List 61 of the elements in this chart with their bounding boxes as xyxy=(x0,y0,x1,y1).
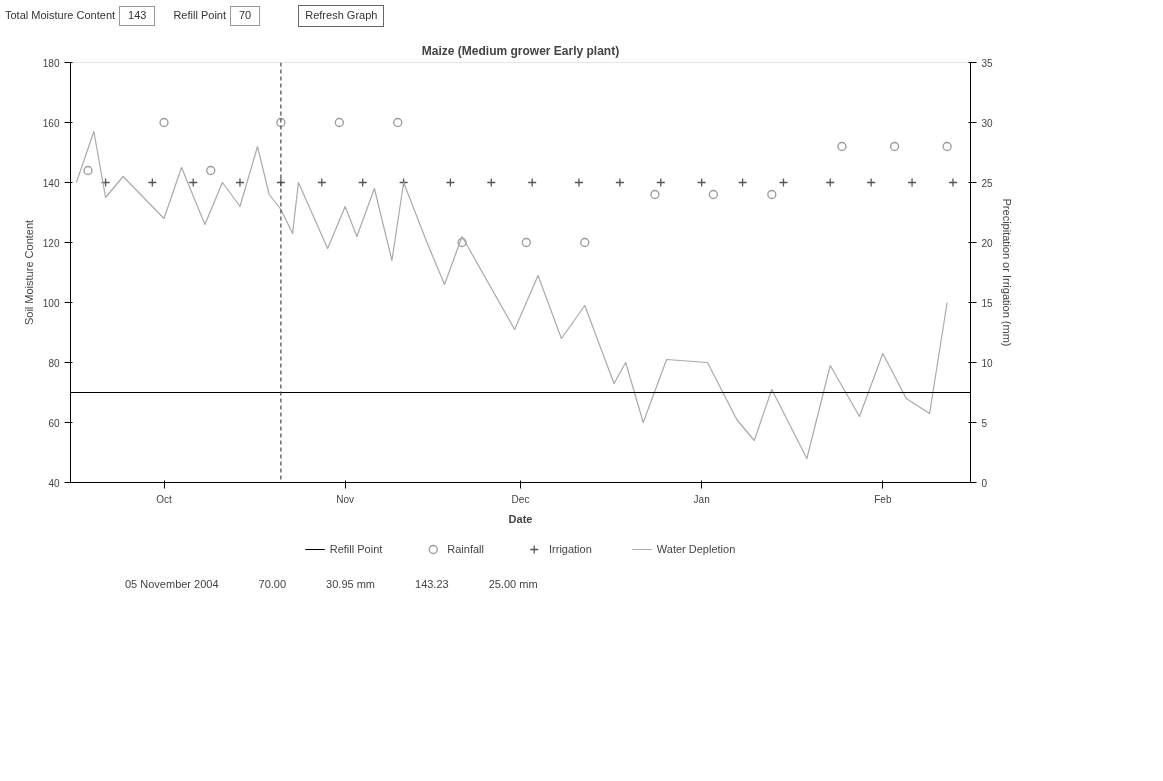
point xyxy=(907,177,917,188)
legend-label: Rainfall xyxy=(447,543,484,555)
y2-axis-title: Precipitation or Irrigation (mm) xyxy=(1000,198,1013,347)
text: Total Moisture Content xyxy=(5,8,116,23)
point xyxy=(334,117,344,128)
y-axis-title: Soil Moisture Content xyxy=(22,219,35,326)
point xyxy=(708,189,719,200)
point xyxy=(574,177,584,188)
text: 70 xyxy=(230,6,261,26)
y2-tick-label: 10 xyxy=(981,357,994,369)
x-tick-label: Jan xyxy=(693,493,710,505)
legend-label: Refill Point xyxy=(329,543,383,555)
text: 05 November 2004 xyxy=(125,578,219,590)
text: 30.95 mm xyxy=(326,578,376,590)
x-tick-label: Feb xyxy=(874,493,892,505)
y2-tick-label: 25 xyxy=(981,177,994,189)
y-tick-label: 160 xyxy=(42,117,60,129)
point xyxy=(866,177,876,188)
point xyxy=(83,165,93,176)
y-tick-label: 180 xyxy=(42,57,60,69)
point xyxy=(206,165,216,176)
y2-tick-label: 5 xyxy=(981,417,988,429)
text: Refill Point xyxy=(173,8,226,23)
point xyxy=(615,177,625,188)
point xyxy=(889,141,900,152)
point xyxy=(837,141,847,152)
x-tick-label: Nov xyxy=(336,493,355,505)
y-tick-label: 100 xyxy=(42,297,60,309)
legend-label: Water Depletion xyxy=(656,543,736,555)
text: 70.00 xyxy=(258,578,287,590)
point xyxy=(767,189,777,200)
y-tick-label: 120 xyxy=(42,237,60,249)
x-tick-label: Oct xyxy=(156,493,173,505)
y2-tick-label: 30 xyxy=(981,117,994,129)
y2-tick-label: 15 xyxy=(981,297,994,309)
point xyxy=(521,237,531,248)
y-tick-label: 60 xyxy=(48,417,60,429)
line-series xyxy=(75,130,948,460)
point xyxy=(580,237,590,248)
point xyxy=(276,117,286,128)
y-tick-label: 80 xyxy=(48,357,60,369)
point xyxy=(650,189,660,200)
text: Refresh Graph xyxy=(298,5,385,27)
point xyxy=(942,141,952,152)
point xyxy=(159,117,169,128)
text: 25.00 mm xyxy=(488,578,538,590)
point xyxy=(457,237,467,248)
legend-label: Irrigation xyxy=(549,543,592,555)
chart-title: Maize (Medium grower Early plant) xyxy=(421,43,620,58)
text: 143 xyxy=(119,6,156,26)
point xyxy=(235,177,245,188)
text: 143.23 xyxy=(415,578,449,590)
y-tick-label: 40 xyxy=(48,477,60,489)
y2-tick-label: 20 xyxy=(981,237,994,249)
point xyxy=(393,117,403,128)
y2-tick-label: 0 xyxy=(981,477,988,489)
point xyxy=(948,177,958,188)
x-axis-title: Date xyxy=(508,512,533,525)
y-tick-label: 140 xyxy=(42,177,60,189)
y2-tick-label: 35 xyxy=(981,57,994,69)
x-tick-label: Dec xyxy=(511,493,530,505)
